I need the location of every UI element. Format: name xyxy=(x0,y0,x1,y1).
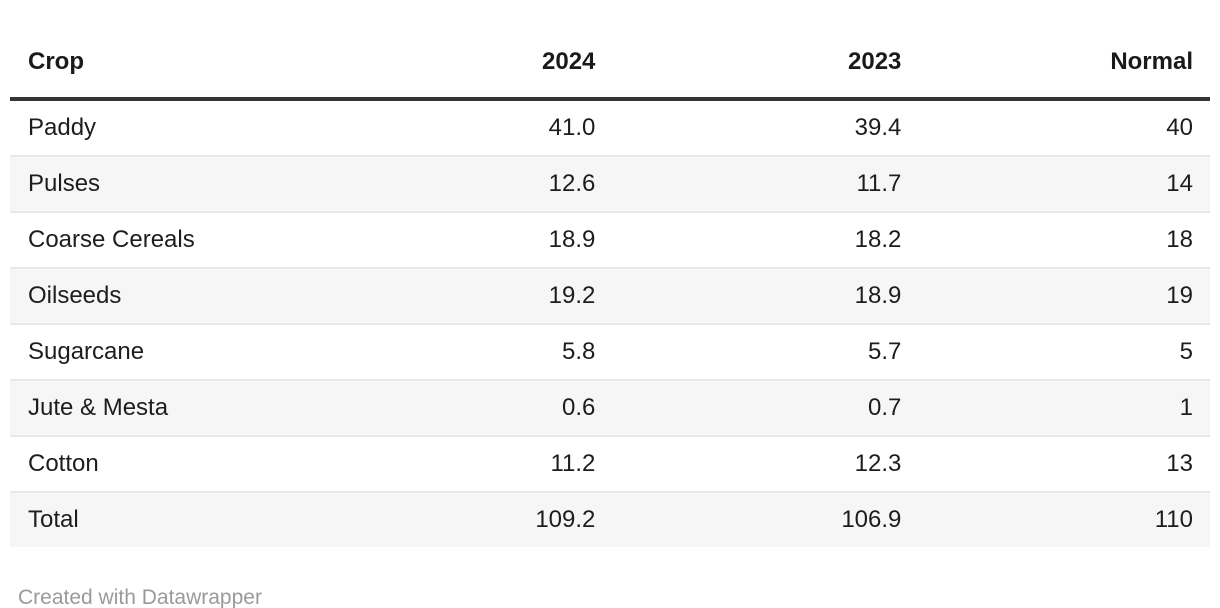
row-label: Oilseeds xyxy=(10,267,310,324)
cell-2023: 5.7 xyxy=(612,323,919,380)
column-header-2024: 2024 xyxy=(310,0,613,101)
row-label: Coarse Cereals xyxy=(10,211,310,268)
cell-2024: 0.6 xyxy=(310,379,613,436)
cell-2023: 18.9 xyxy=(612,267,919,324)
cell-2024: 12.6 xyxy=(310,155,613,212)
crop-data-table: Crop 2024 2023 Normal Paddy 41.0 39.4 40… xyxy=(10,0,1210,547)
cell-2023: 12.3 xyxy=(612,435,919,492)
cell-2024: 5.8 xyxy=(310,323,613,380)
attribution-footer: Created with Datawrapper xyxy=(18,585,1210,608)
cell-normal: 1 xyxy=(918,379,1210,436)
cell-normal: 18 xyxy=(918,211,1210,268)
column-header-2023: 2023 xyxy=(612,0,919,101)
cell-2024: 18.9 xyxy=(310,211,613,268)
table-header-row: Crop 2024 2023 Normal xyxy=(10,0,1210,101)
row-label: Paddy xyxy=(28,114,97,141)
row-label: Cotton xyxy=(10,435,310,492)
cell-2024: 41.0 xyxy=(548,114,596,141)
row-label: Pulses xyxy=(10,155,310,212)
cell-normal: 40 xyxy=(1166,114,1193,141)
table-row-pulses: Pulses 12.6 11.7 14 xyxy=(10,155,1210,212)
table-row-coarse-cereals: Coarse Cereals 18.9 18.2 18 xyxy=(10,211,1210,268)
table-row-oilseeds: Oilseeds 19.2 18.9 19 xyxy=(10,267,1210,324)
row-label: Jute & Mesta xyxy=(10,379,310,436)
cell-normal: 5 xyxy=(918,323,1210,380)
column-header-normal: Normal xyxy=(918,0,1210,101)
table-row-total: Total 109.2 106.9 110 xyxy=(10,491,1210,547)
column-header-crop: Crop xyxy=(10,0,310,101)
cell-2024: 19.2 xyxy=(310,267,613,324)
cell-2023: 106.9 xyxy=(612,491,919,547)
row-label: Sugarcane xyxy=(10,323,310,380)
cell-2023: 18.2 xyxy=(612,211,919,268)
table-row-sugarcane: Sugarcane 5.8 5.7 5 xyxy=(10,323,1210,380)
cell-2024: 109.2 xyxy=(310,491,613,547)
table-row-jute-mesta: Jute & Mesta 0.6 0.7 1 xyxy=(10,379,1210,436)
cell-2024: 11.2 xyxy=(310,435,613,492)
datawrapper-attribution-link[interactable]: Created with Datawrapper xyxy=(18,586,262,608)
cell-2023: 39.4 xyxy=(854,114,902,141)
table-row-cotton: Cotton 11.2 12.3 13 xyxy=(10,435,1210,492)
table-row-paddy: Paddy 41.0 39.4 40 xyxy=(10,99,1210,156)
cell-2023: 0.7 xyxy=(612,379,919,436)
cell-normal: 14 xyxy=(918,155,1210,212)
cell-normal: 110 xyxy=(918,491,1210,547)
cell-2023: 11.7 xyxy=(612,155,919,212)
row-label: Total xyxy=(10,491,310,547)
cell-normal: 13 xyxy=(918,435,1210,492)
cell-normal: 19 xyxy=(918,267,1210,324)
